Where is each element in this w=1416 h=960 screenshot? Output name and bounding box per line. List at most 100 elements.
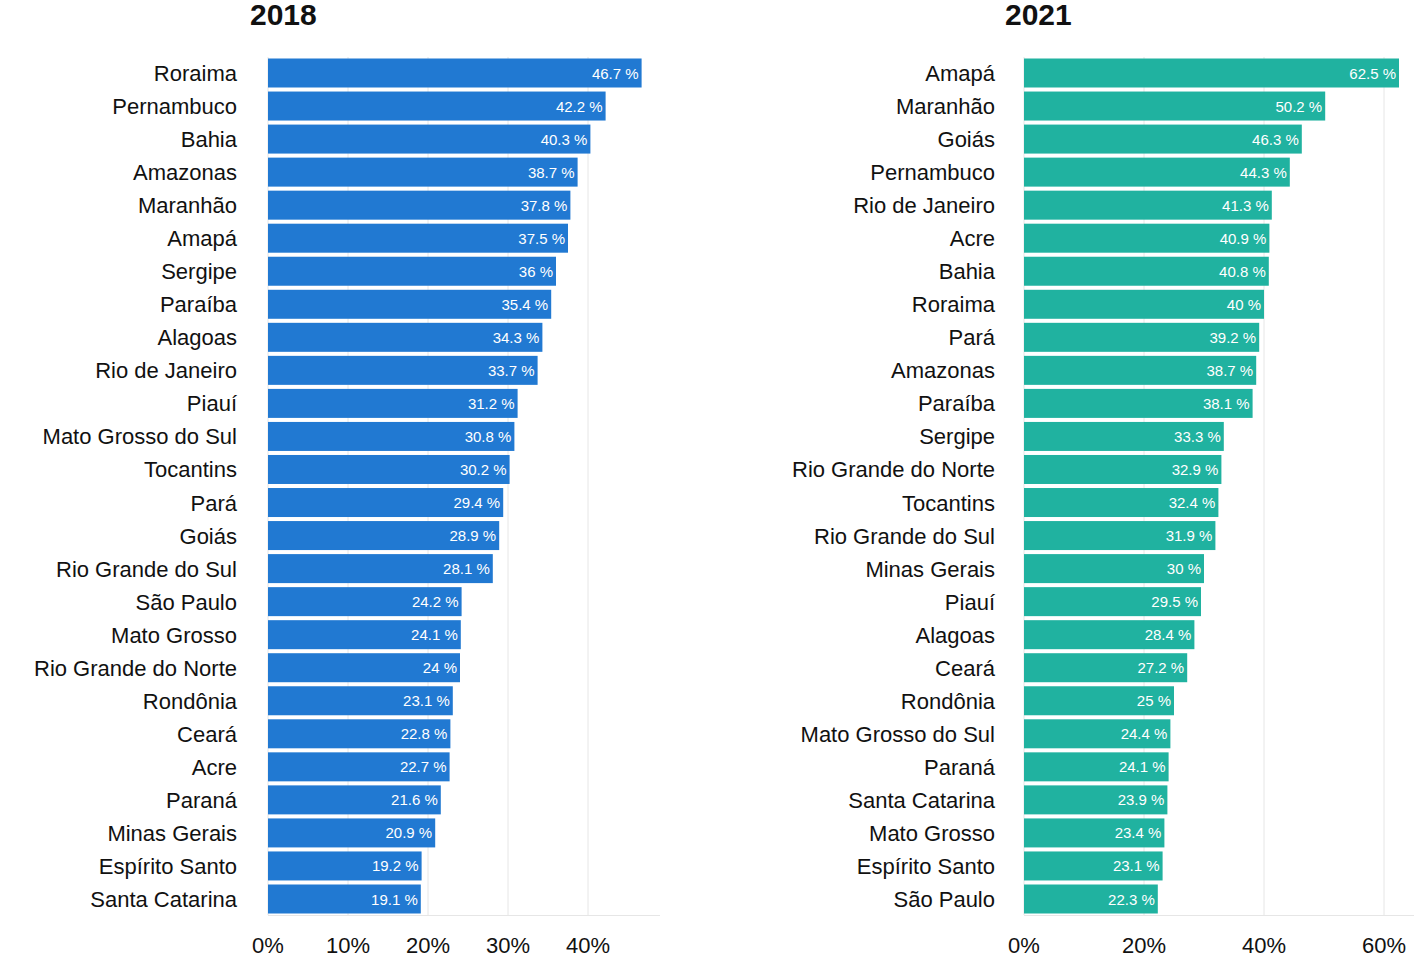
category-label: Amazonas	[891, 358, 995, 383]
bar	[1024, 422, 1224, 451]
bar	[268, 554, 493, 583]
data-label: 28.4 %	[1145, 626, 1192, 643]
data-label: 24 %	[423, 659, 457, 676]
bar	[1024, 785, 1167, 814]
bar	[268, 158, 578, 187]
data-label: 23.1 %	[1113, 857, 1160, 874]
data-label: 46.3 %	[1252, 131, 1299, 148]
category-label: Goiás	[180, 524, 237, 549]
category-label: Maranhão	[896, 94, 995, 119]
category-label: Acre	[950, 226, 995, 251]
bar	[268, 422, 514, 451]
category-label: São Paulo	[135, 590, 237, 615]
category-label: Minas Gerais	[865, 557, 995, 582]
data-label: 22.7 %	[400, 758, 447, 775]
labels: Roraima46.7 %Pernambuco42.2 %Bahia40.3 %…	[34, 61, 639, 912]
category-label: Rio de Janeiro	[95, 358, 237, 383]
bar	[1024, 290, 1264, 319]
data-label: 29.4 %	[453, 494, 500, 511]
category-label: Rio Grande do Sul	[56, 557, 237, 582]
data-label: 34.3 %	[493, 329, 540, 346]
category-label: Mato Grosso	[869, 821, 995, 846]
category-label: Amapá	[925, 61, 995, 86]
data-label: 40.3 %	[541, 131, 588, 148]
category-label: Paraná	[166, 788, 238, 813]
category-label: Rio Grande do Norte	[792, 457, 995, 482]
bar	[268, 290, 551, 319]
category-label: Pará	[949, 325, 996, 350]
category-label: Rondônia	[901, 689, 996, 714]
category-label: Sergipe	[919, 424, 995, 449]
category-label: Santa Catarina	[90, 887, 238, 912]
grid-line	[1384, 57, 1385, 915]
category-label: Alagoas	[157, 325, 237, 350]
chart-1: 20210%20%40%60%Amapá62.5 %Maranhão50.2 %…	[792, 0, 1414, 958]
data-label: 40.8 %	[1219, 263, 1266, 280]
category-label: Santa Catarina	[848, 788, 996, 813]
chart-title: 2018	[250, 0, 317, 31]
figure: 20180%10%20%30%40%Roraima46.7 %Pernambuc…	[0, 0, 1416, 960]
bar	[1024, 620, 1194, 649]
bar	[268, 92, 606, 121]
category-label: Minas Gerais	[107, 821, 237, 846]
data-label: 32.9 %	[1172, 461, 1219, 478]
tick-label: 30%	[486, 933, 530, 958]
category-label: Pará	[191, 491, 238, 516]
data-label: 32.4 %	[1169, 494, 1216, 511]
bar	[268, 686, 453, 715]
bar	[1024, 224, 1269, 253]
chart-0: 20180%10%20%30%40%Roraima46.7 %Pernambuc…	[34, 0, 660, 958]
data-label: 19.2 %	[372, 857, 419, 874]
bar	[268, 125, 590, 154]
tick-label: 0%	[252, 933, 284, 958]
data-label: 46.7 %	[592, 65, 639, 82]
category-label: Amapá	[167, 226, 237, 251]
bar	[268, 224, 568, 253]
bar	[268, 851, 422, 880]
data-label: 33.3 %	[1174, 428, 1221, 445]
category-label: Ceará	[935, 656, 996, 681]
tick-label: 20%	[1122, 933, 1166, 958]
data-label: 24.1 %	[411, 626, 458, 643]
data-label: 22.8 %	[401, 725, 448, 742]
bar	[268, 752, 450, 781]
category-label: Maranhão	[138, 193, 237, 218]
category-label: Goiás	[938, 127, 995, 152]
category-label: Pernambuco	[112, 94, 237, 119]
data-label: 28.1 %	[443, 560, 490, 577]
data-label: 19.1 %	[371, 891, 418, 908]
bar	[268, 59, 642, 88]
bar	[1024, 158, 1290, 187]
data-label: 44.3 %	[1240, 164, 1287, 181]
data-label: 31.9 %	[1166, 527, 1213, 544]
tick-label: 40%	[566, 933, 610, 958]
data-label: 25 %	[1137, 692, 1171, 709]
bar	[1024, 323, 1259, 352]
bar	[1024, 885, 1158, 914]
bar	[268, 257, 556, 286]
data-label: 41.3 %	[1222, 197, 1269, 214]
data-label: 23.1 %	[403, 692, 450, 709]
bar	[1024, 191, 1272, 220]
data-label: 35.4 %	[501, 296, 548, 313]
bar	[1024, 92, 1325, 121]
data-label: 38.7 %	[528, 164, 575, 181]
bar	[1024, 389, 1253, 418]
category-label: Paraíba	[160, 292, 238, 317]
category-label: Mato Grosso	[111, 623, 237, 648]
bar	[1024, 818, 1164, 847]
data-label: 27.2 %	[1137, 659, 1184, 676]
data-label: 40.9 %	[1220, 230, 1267, 247]
data-label: 62.5 %	[1349, 65, 1396, 82]
tick-label: 60%	[1362, 933, 1406, 958]
data-label: 33.7 %	[488, 362, 535, 379]
x-axis-line	[1024, 915, 1414, 916]
data-label: 36 %	[519, 263, 553, 280]
bar	[268, 587, 462, 616]
data-label: 24.1 %	[1119, 758, 1166, 775]
bar	[1024, 455, 1221, 484]
category-label: Piauí	[187, 391, 237, 416]
data-label: 30.2 %	[460, 461, 507, 478]
bar	[268, 653, 460, 682]
category-label: Ceará	[177, 722, 238, 747]
